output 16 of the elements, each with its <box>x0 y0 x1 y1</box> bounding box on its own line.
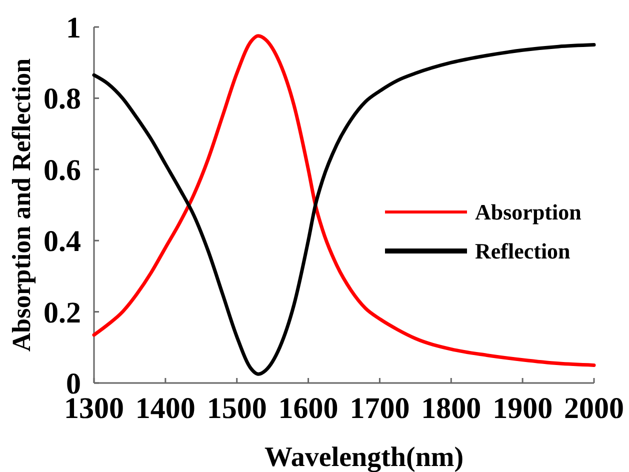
x-tick-label: 1400 <box>135 392 196 425</box>
x-tick-label: 1600 <box>278 392 338 425</box>
x-tick-label: 1700 <box>350 392 410 425</box>
x-tick-label: 2000 <box>564 392 624 425</box>
x-tick-label: 1900 <box>492 392 553 425</box>
x-tick-label: 1800 <box>421 392 482 425</box>
x-tick-label: 1500 <box>206 392 267 425</box>
x-axis-title: Wavelength(nm) <box>264 442 464 472</box>
y-axis-title: Absorption and Reflection <box>7 58 36 352</box>
y-tick-label: 0.8 <box>44 82 81 116</box>
y-tick-label: 1 <box>66 12 81 44</box>
legend-label: Absorption <box>475 200 582 225</box>
y-tick-label: 0.2 <box>44 296 81 330</box>
y-tick-label: 0.4 <box>44 225 81 258</box>
legend-label: Reflection <box>475 238 570 264</box>
y-tick-label: 0.6 <box>44 154 81 187</box>
